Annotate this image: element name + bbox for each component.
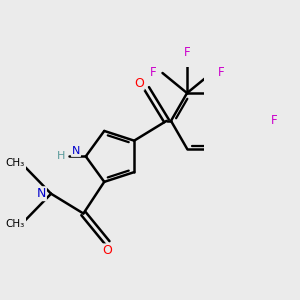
Text: CH₃: CH₃ — [5, 220, 24, 230]
Text: O: O — [134, 77, 144, 90]
Text: O: O — [103, 244, 112, 257]
Text: F: F — [218, 67, 225, 80]
Text: F: F — [271, 114, 277, 128]
Text: N: N — [37, 187, 46, 200]
Text: F: F — [149, 67, 156, 80]
Text: CH₃: CH₃ — [5, 158, 24, 168]
Text: F: F — [184, 46, 190, 59]
Text: H: H — [57, 152, 65, 161]
Text: N: N — [72, 146, 80, 156]
